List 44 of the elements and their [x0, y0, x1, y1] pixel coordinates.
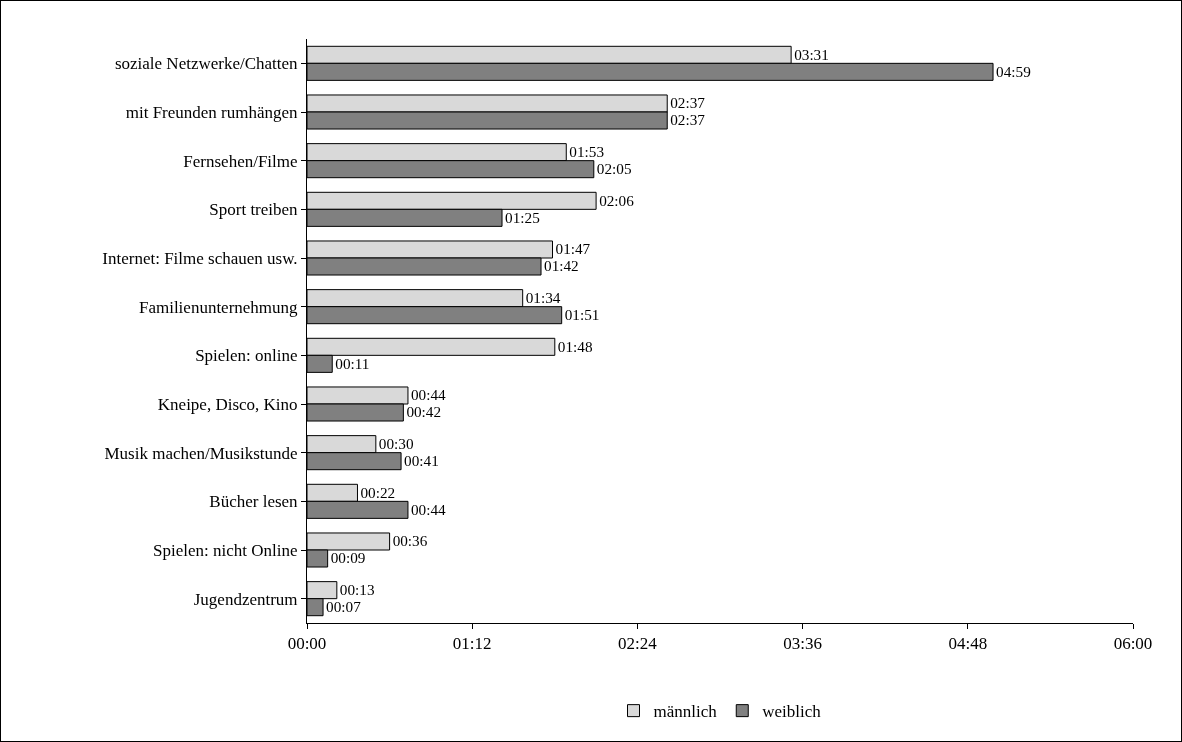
y-tick-label: Kneipe, Disco, Kino: [157, 394, 298, 414]
data-label: 00:44: [410, 386, 447, 404]
data-label: 01:48: [557, 337, 593, 355]
data-label: 00:36: [392, 532, 428, 550]
y-tick-label: Bücher lesen: [209, 492, 299, 512]
data-label: 01:25: [505, 208, 541, 226]
data-label: 02:37: [670, 111, 706, 129]
legend-label: männlich: [653, 702, 718, 722]
legend-label: weiblich: [762, 702, 822, 722]
data-label: 00:30: [378, 435, 414, 453]
data-label: 01:42: [544, 257, 579, 275]
y-tick-label: soziale Netzwerke/Chatten: [114, 54, 299, 74]
data-label: 00:09: [330, 549, 366, 567]
data-label: 01:53: [569, 143, 605, 161]
data-label: 01:47: [555, 240, 591, 258]
x-tick-label: 03:36: [783, 634, 822, 654]
data-label: 02:06: [599, 191, 635, 209]
x-tick-label: 04:48: [948, 634, 988, 654]
y-tick-label: Sport treiben: [209, 200, 299, 220]
x-tick-label: 00:00: [287, 634, 327, 654]
data-label: 00:41: [404, 452, 439, 470]
data-label: 04:59: [996, 62, 1031, 80]
y-tick-label: Internet: Filme schauen usw.: [102, 248, 298, 268]
y-tick-label: Familienunternehmung: [138, 297, 299, 317]
data-label: 02:37: [670, 94, 706, 112]
y-tick-label: Fernsehen/Filme: [183, 151, 298, 171]
y-tick-label: Spielen: nicht Online: [153, 540, 298, 560]
y-tick-label: Musik machen/Musikstunde: [104, 443, 298, 463]
x-tick-label: 06:00: [1113, 634, 1153, 654]
data-label: 03:31: [794, 45, 829, 63]
x-tick-label: 02:24: [618, 634, 658, 654]
data-label: 00:07: [326, 598, 362, 616]
x-tick-label: 01:12: [452, 634, 492, 654]
data-label: 00:13: [339, 581, 375, 599]
data-label: 00:22: [360, 483, 396, 501]
data-label: 00:42: [406, 403, 442, 421]
y-tick-label: mit Freunden rumhängen: [125, 102, 299, 122]
data-label: 01:34: [525, 289, 561, 307]
data-label: 01:51: [564, 306, 600, 324]
data-label: 00:11: [335, 354, 370, 372]
data-label: 02:05: [596, 160, 632, 178]
y-tick-label: Jugendzentrum: [193, 589, 298, 609]
y-tick-label: Spielen: online: [195, 346, 298, 366]
data-label: 00:44: [410, 500, 447, 518]
